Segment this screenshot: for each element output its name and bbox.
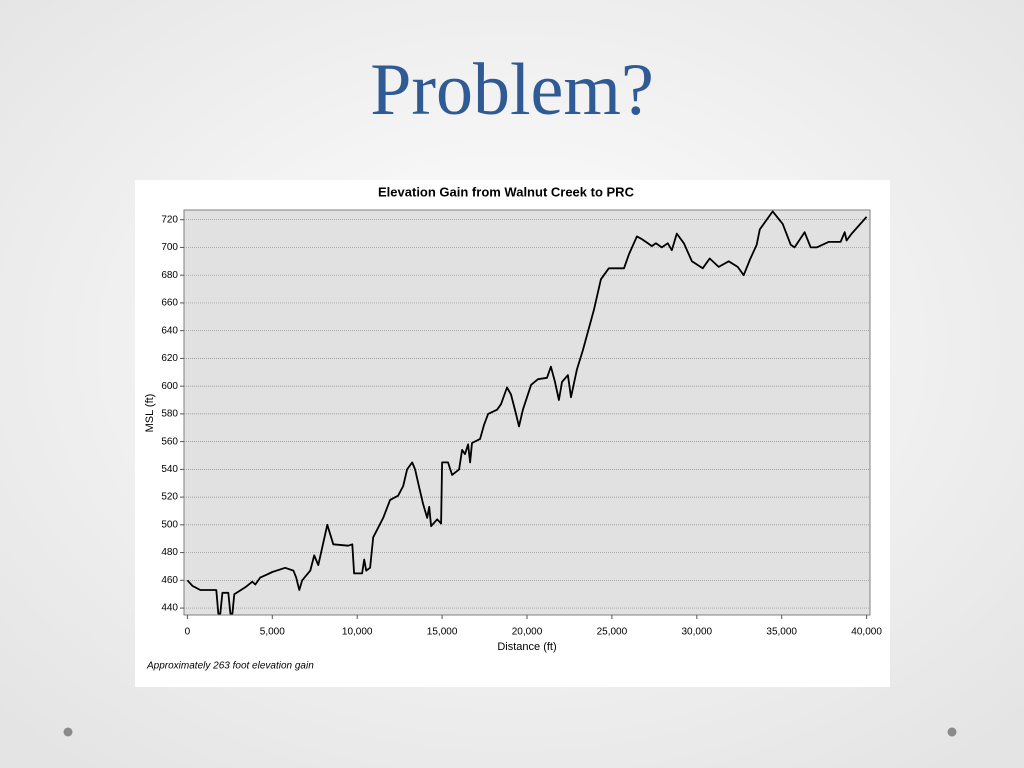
slide-title: Problem? <box>370 49 654 131</box>
y-tick-label: 520 <box>161 492 178 503</box>
y-axis-label: MSL (ft) <box>144 394 156 433</box>
plot-area <box>183 209 871 616</box>
y-tick-label: 640 <box>161 325 178 336</box>
bullet-dot <box>947 727 957 737</box>
x-tick-label: 30,000 <box>682 627 713 638</box>
y-tick-label: 500 <box>161 519 178 530</box>
y-tick-label: 460 <box>161 575 178 586</box>
x-axis-label: Distance (ft) <box>497 641 556 653</box>
x-tick-label: 40,000 <box>851 627 882 638</box>
y-tick-label: 720 <box>161 214 178 225</box>
y-tick-label: 540 <box>161 464 178 475</box>
y-tick-label: 560 <box>161 436 178 447</box>
y-tick-label: 620 <box>161 353 178 364</box>
x-tick-label: 5,000 <box>260 627 285 638</box>
y-tick-label: 680 <box>161 270 178 281</box>
y-tick-label: 700 <box>161 242 178 253</box>
x-tick-label: 15,000 <box>427 627 458 638</box>
y-tick-label: 480 <box>161 547 178 558</box>
elevation-line <box>186 210 868 615</box>
y-tick-label: 600 <box>161 381 178 392</box>
y-tick-label: 580 <box>161 409 178 420</box>
bullet-dot <box>63 727 73 737</box>
chart-title: Elevation Gain from Walnut Creek to PRC <box>378 184 635 199</box>
x-tick-label: 20,000 <box>512 627 543 638</box>
x-tick-label: 25,000 <box>597 627 628 638</box>
annotation: Approximately 263 foot elevation gain <box>146 661 314 672</box>
x-tick-label: 10,000 <box>342 627 373 638</box>
x-tick-label: 35,000 <box>766 627 797 638</box>
x-tick-label: 0 <box>185 627 191 638</box>
y-tick-label: 660 <box>161 298 178 309</box>
y-tick-label: 440 <box>161 603 178 614</box>
